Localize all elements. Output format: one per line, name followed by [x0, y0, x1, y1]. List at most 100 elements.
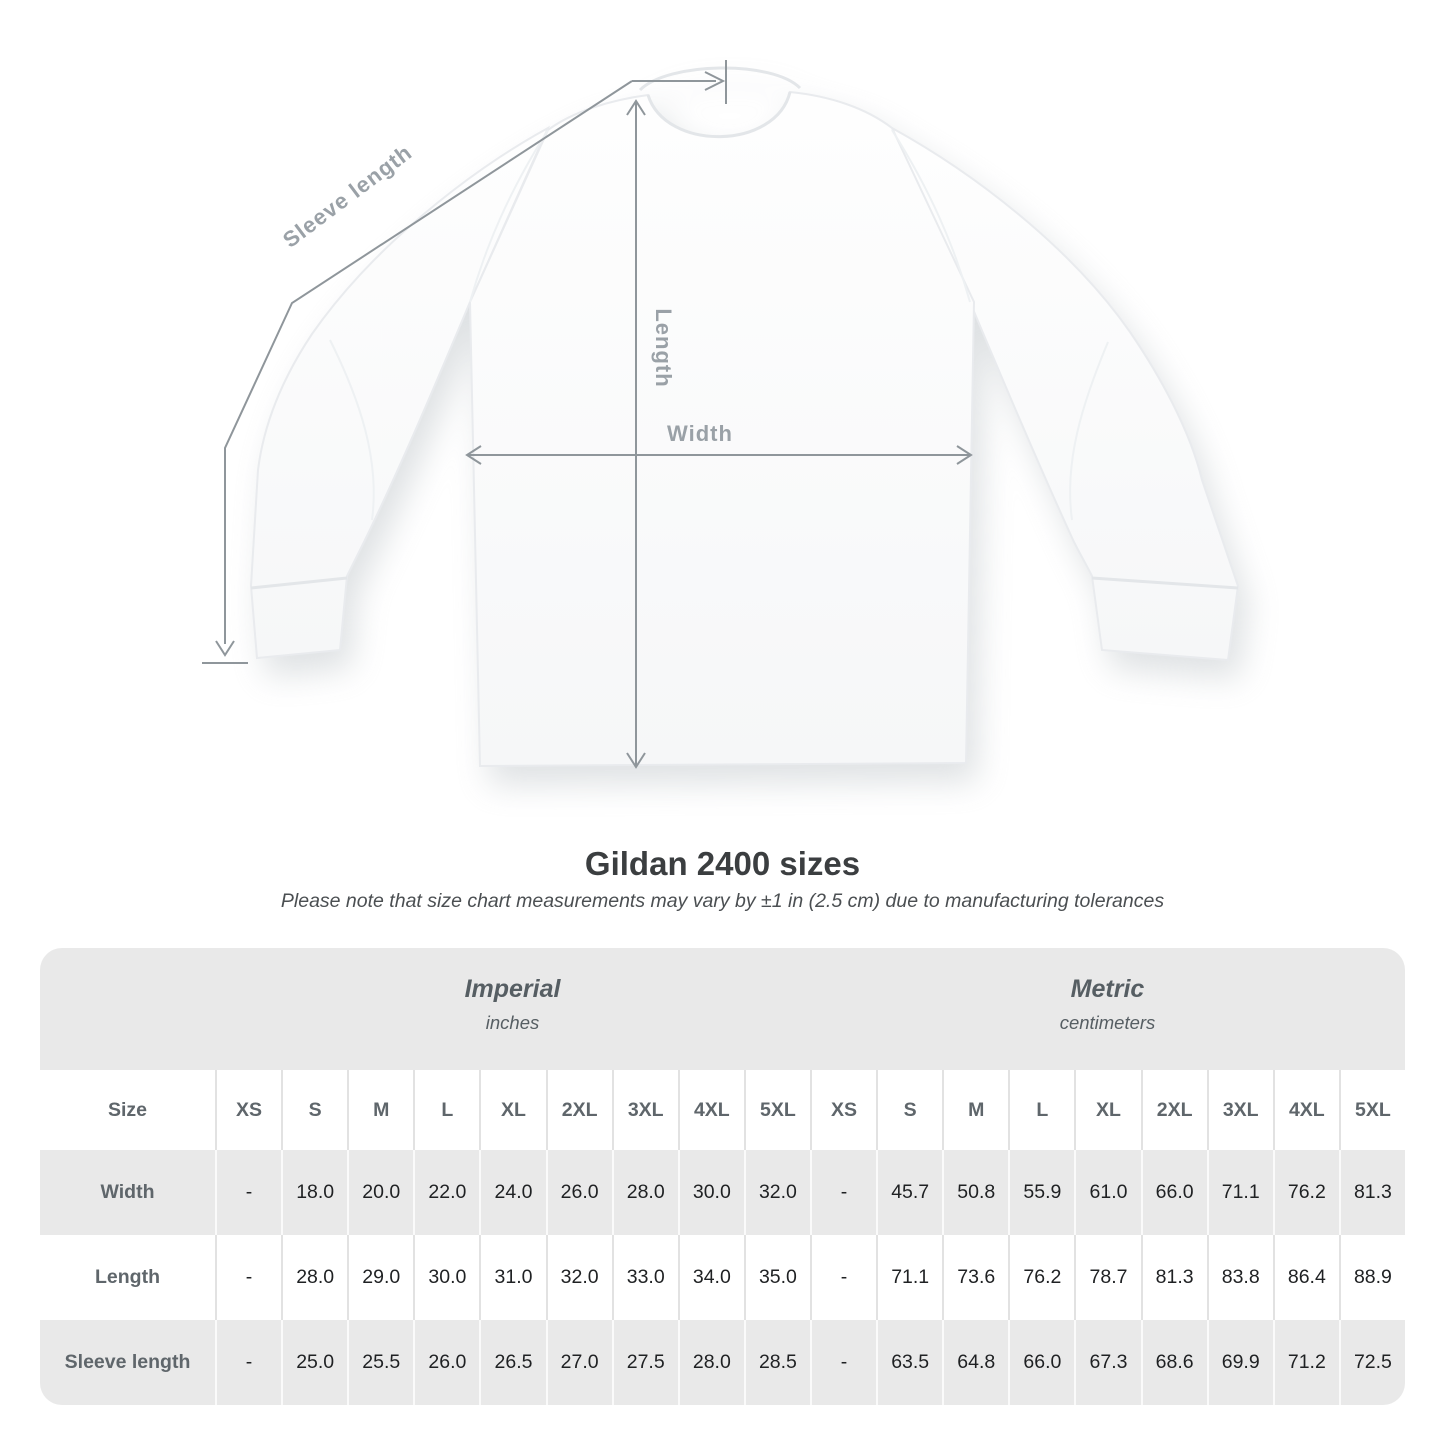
width-label: Width [667, 421, 733, 446]
value-cell-imperial: 24.0 [479, 1150, 545, 1235]
metric-group-header: Metric centimeters [810, 948, 1405, 1070]
shirt-left-sleeve-fold [329, 339, 375, 521]
row-label: Sleeve length [64, 1351, 191, 1373]
size-header-cell-imperial: XL [479, 1070, 545, 1150]
value-cell-metric: 76.2 [1272, 1150, 1339, 1235]
row-label: Length [95, 1266, 160, 1288]
value-cell-metric: - [810, 1320, 876, 1405]
measurement-row: Sleeve length -25.0 25.5 26.0 26.5 27.0 27.5 28… [40, 1320, 1405, 1405]
length-arrow [626, 99, 646, 769]
imperial-group-name: Imperial [464, 975, 561, 1003]
value-cell-imperial: 28.0 [677, 1320, 744, 1405]
value-cell-imperial: - [215, 1235, 281, 1320]
size-header-cell-metric: M [942, 1070, 1008, 1150]
imperial-group-header: Imperial inches [215, 948, 810, 1070]
value-cell-metric: - [810, 1150, 876, 1235]
value-cell-metric: 71.1 [876, 1235, 942, 1320]
size-header-cell-metric: 3XL [1206, 1070, 1273, 1150]
value-cell-imperial: 26.0 [413, 1320, 479, 1405]
value-cell-metric: 86.4 [1272, 1235, 1339, 1320]
metric-group-name: Metric [1070, 975, 1145, 1003]
unit-group-spacer [40, 948, 215, 1070]
value-cell-imperial: 32.0 [545, 1235, 612, 1320]
page-subtitle: Please note that size chart measurements… [280, 890, 1165, 912]
value-cell-imperial: - [215, 1150, 281, 1235]
value-cell-imperial: 32.0 [743, 1150, 810, 1235]
measurement-row: Length -28.0 29.0 30.0 31.0 32.0 33.0 34.0 35.0-… [40, 1235, 1405, 1320]
size-header-cell-imperial: S [281, 1070, 347, 1150]
value-cell-imperial: 30.0 [413, 1235, 479, 1320]
value-cell-imperial: 28.5 [743, 1320, 810, 1405]
size-header-cell-imperial: M [347, 1070, 413, 1150]
size-header-cell-metric: XS [810, 1070, 876, 1150]
size-table-rows: Size XS S M L XL 2XL 3XL 4XL 5XL XS S M L XL 2XL 3XL 4XL 5… [40, 1070, 1405, 1405]
value-cell-imperial: 27.5 [611, 1320, 678, 1405]
size-header-cell-metric: S [876, 1070, 942, 1150]
value-cell-metric: 78.7 [1074, 1235, 1140, 1320]
value-cell-metric: 66.0 [1140, 1150, 1207, 1235]
value-cell-imperial: 28.0 [611, 1150, 678, 1235]
value-cell-metric: 83.8 [1206, 1235, 1273, 1320]
size-header-cell-imperial: 2XL [545, 1070, 612, 1150]
value-cell-metric: 55.9 [1008, 1150, 1074, 1235]
value-cell-imperial: 26.0 [545, 1150, 612, 1235]
sleeve-length-arrow [202, 60, 727, 664]
value-cell-metric: 73.6 [942, 1235, 1008, 1320]
value-cell-metric: 66.0 [1008, 1320, 1074, 1405]
value-cell-metric: 81.3 [1338, 1150, 1405, 1235]
value-cell-imperial: 27.0 [545, 1320, 612, 1405]
value-cell-imperial: 20.0 [347, 1150, 413, 1235]
value-cell-imperial: 25.5 [347, 1320, 413, 1405]
shirt-diagram: Sleeve length Length Width [202, 60, 1240, 769]
page-title: Gildan 2400 sizes [584, 845, 861, 882]
value-cell-imperial: 31.0 [479, 1235, 545, 1320]
size-header-cell-imperial: 5XL [743, 1070, 810, 1150]
value-cell-imperial: 29.0 [347, 1235, 413, 1320]
value-cell-imperial: 26.5 [479, 1320, 545, 1405]
value-cell-metric: 64.8 [942, 1320, 1008, 1405]
size-header-cell-imperial: XS [215, 1070, 281, 1150]
shirt-illustration [249, 66, 1240, 768]
value-cell-metric: 45.7 [876, 1150, 942, 1235]
shirt-left-armhole-seam [469, 129, 549, 303]
value-cell-imperial: 18.0 [281, 1150, 347, 1235]
value-cell-metric: 61.0 [1074, 1150, 1140, 1235]
value-cell-metric: 81.3 [1140, 1235, 1207, 1320]
size-header-cell-imperial: L [413, 1070, 479, 1150]
value-cell-metric: 71.2 [1272, 1320, 1339, 1405]
value-cell-imperial: 30.0 [677, 1150, 744, 1235]
length-label: Length [651, 308, 676, 387]
measurement-row: Width -18.0 20.0 22.0 24.0 26.0 28.0 30.0 32.0-4… [40, 1150, 1405, 1235]
value-cell-metric: 69.9 [1206, 1320, 1273, 1405]
shirt-left-sleeve [249, 125, 551, 660]
size-column-header: Size [107, 1098, 148, 1121]
value-cell-metric: - [810, 1235, 876, 1320]
value-cell-imperial: 28.0 [281, 1235, 347, 1320]
size-header-cell-metric: 4XL [1272, 1070, 1339, 1150]
imperial-group-unit: inches [485, 1012, 540, 1033]
row-label: Width [100, 1181, 155, 1203]
size-header-cell-metric: XL [1074, 1070, 1140, 1150]
unit-group-row: Imperial inches Metric centimeters [40, 948, 1405, 1070]
value-cell-metric: 76.2 [1008, 1235, 1074, 1320]
size-header-cell-imperial: 4XL [677, 1070, 744, 1150]
size-table: Imperial inches Metric centimeters Size X… [40, 948, 1405, 1405]
metric-group-unit: centimeters [1059, 1012, 1156, 1033]
value-cell-metric: 67.3 [1074, 1320, 1140, 1405]
value-cell-imperial: 22.0 [413, 1150, 479, 1235]
value-cell-metric: 72.5 [1338, 1320, 1405, 1405]
value-cell-metric: 68.6 [1140, 1320, 1207, 1405]
size-header-cell-metric: 5XL [1338, 1070, 1405, 1150]
value-cell-imperial: 33.0 [611, 1235, 678, 1320]
size-header-cell-imperial: 3XL [611, 1070, 678, 1150]
size-header-cell-metric: L [1008, 1070, 1074, 1150]
shirt-right-sleeve [889, 125, 1240, 662]
shirt-left-cuff-seam [250, 576, 348, 590]
size-header-cell-metric: 2XL [1140, 1070, 1207, 1150]
value-cell-imperial: - [215, 1320, 281, 1405]
value-cell-metric: 50.8 [942, 1150, 1008, 1235]
shirt-right-armhole-seam [891, 129, 971, 303]
size-header-row: Size XS S M L XL 2XL 3XL 4XL 5XL XS S M L XL 2XL 3XL 4XL 5… [40, 1070, 1405, 1150]
value-cell-imperial: 34.0 [677, 1235, 744, 1320]
